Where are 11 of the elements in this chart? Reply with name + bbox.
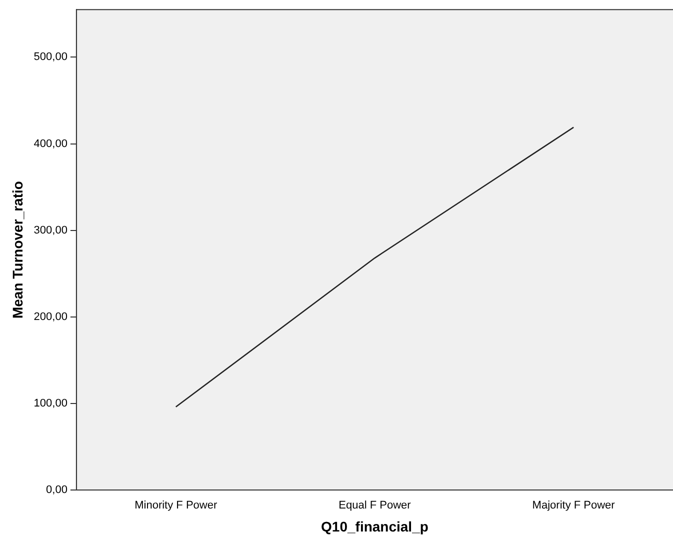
x-tick-label: Minority F Power xyxy=(134,500,218,512)
y-axis-title: Mean Turnover_ratio xyxy=(9,181,26,319)
y-tick-label: 300,00 xyxy=(34,224,68,236)
x-axis-title: Q10_financial_p xyxy=(321,518,428,534)
y-tick-label: 200,00 xyxy=(34,310,68,323)
x-tick-label: Equal F Power xyxy=(338,500,412,512)
x-tick-label: Majority F Power xyxy=(532,500,616,512)
y-tick-label: 100,00 xyxy=(34,397,68,410)
y-tick-label: 400,00 xyxy=(34,138,68,150)
y-tick-label: 500,00 xyxy=(34,51,68,64)
y-tick-label: 0,00 xyxy=(46,484,68,496)
